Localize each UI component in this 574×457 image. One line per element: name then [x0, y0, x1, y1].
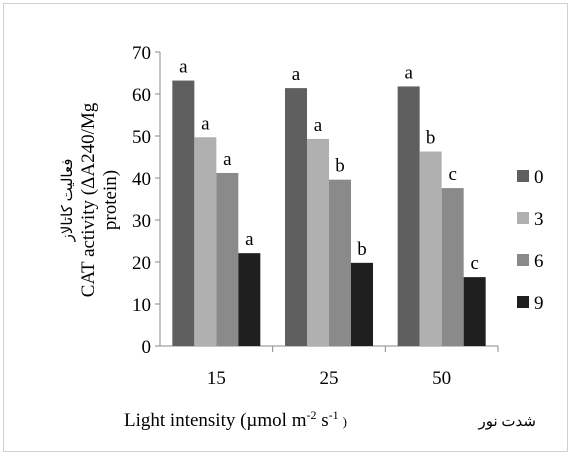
x-axis-title-sup1: -2 — [306, 408, 316, 422]
bar-series-3-50 — [419, 151, 442, 346]
legend-swatch-6 — [517, 254, 529, 266]
legend-swatch-9 — [517, 296, 529, 308]
significance-letter: c — [470, 253, 478, 274]
bar-series-3-15 — [194, 137, 217, 346]
legend-swatch-0 — [517, 170, 529, 182]
y-tick-label: 50 — [132, 127, 151, 148]
bar-series-0-15 — [172, 80, 195, 346]
bar-series-6-50 — [441, 188, 464, 346]
legend-label-3: 3 — [534, 209, 544, 230]
significance-letter: a — [179, 57, 188, 78]
y-tick-label: 0 — [142, 337, 152, 358]
y-tick-label: 40 — [132, 169, 151, 190]
y-axis-title-line1: CAT activity (ΔA240/Mg — [78, 102, 99, 297]
y-axis-title-line2: protein) — [100, 170, 121, 230]
bar-series-6-25 — [329, 179, 351, 346]
significance-letter: a — [404, 62, 413, 83]
significance-letter: a — [314, 115, 323, 136]
x-tick-label: 50 — [432, 368, 451, 389]
x-tick-label: 15 — [207, 368, 226, 389]
bar-series-3-25 — [307, 138, 329, 346]
bar-series-0-25 — [285, 88, 307, 347]
bar-series-6-15 — [216, 172, 239, 346]
legend-label-0: 0 — [534, 167, 544, 188]
significance-letter: b — [335, 156, 345, 177]
x-axis-title-sup2: -1 — [329, 408, 339, 422]
significance-letter: c — [448, 164, 456, 185]
y-axis-title-persian: فعالیت کاتالاز — [60, 159, 76, 243]
x-axis-title-main: Light intensity (µmol m — [124, 410, 307, 431]
significance-letter: a — [245, 229, 254, 250]
significance-letter: a — [223, 149, 232, 170]
bar-series-0-50 — [397, 86, 420, 346]
x-axis-title-persian: شدت نور — [478, 414, 536, 430]
y-tick-label: 60 — [132, 85, 151, 106]
x-axis-title: Light intensity (µmol m-2 s-1) — [124, 408, 347, 431]
x-axis-title-mid: s — [316, 410, 328, 431]
y-tick-label: 70 — [132, 43, 151, 64]
significance-letter: b — [357, 239, 367, 260]
y-tick-label: 20 — [132, 253, 151, 274]
legend-label-6: 6 — [534, 251, 544, 272]
y-tick-label: 10 — [132, 295, 151, 316]
x-tick-label: 25 — [320, 368, 339, 389]
x-axis-title-close: ) — [343, 414, 347, 429]
significance-letter: a — [292, 64, 301, 85]
legend-label-9: 9 — [534, 293, 544, 314]
bar-series-9-25 — [351, 262, 373, 346]
bar-series-9-15 — [238, 253, 261, 346]
significance-letter: b — [426, 128, 436, 149]
significance-letter: a — [201, 113, 210, 134]
legend-swatch-3 — [517, 212, 529, 224]
y-tick-label: 30 — [132, 211, 151, 232]
bar-series-9-50 — [463, 277, 486, 346]
